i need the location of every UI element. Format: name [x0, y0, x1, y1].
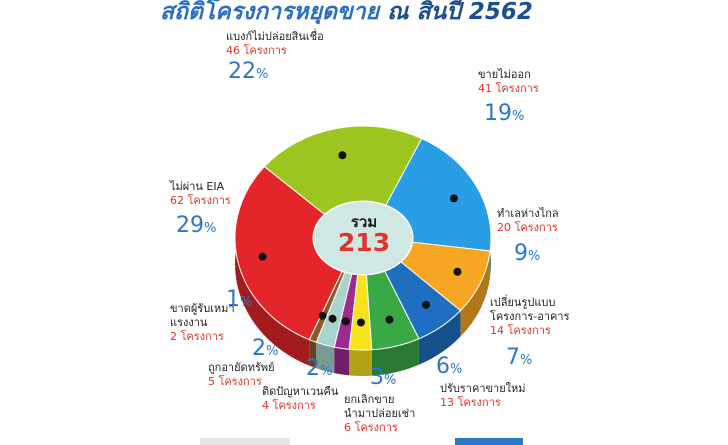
chart-title: สถิติโครงการหยุดขาย ณ สิ้นปี 2562: [160, 0, 620, 24]
label-reprice: ปรับราคาขายใหม่ 13 โครงการ: [440, 382, 526, 410]
label-count: 41 โครงการ: [478, 82, 539, 95]
label-text: ทำเลห่างไกล: [497, 207, 559, 220]
leader-dot-6: [341, 317, 350, 326]
label-expropriation: ติดปัญหาเวนคืน 4 โครงการ: [262, 385, 338, 413]
label-text-2: โครงการ-อาคาร: [490, 310, 570, 323]
label-bank-loan: แบงก์ไม่ปล่อยสินเชื่อ 46 โครงการ: [226, 30, 324, 58]
leader-dot-8: [318, 311, 327, 320]
pct-cancel-sale: 3%: [370, 365, 397, 390]
slice-side-7: [316, 342, 335, 374]
leader-dot-3: [422, 300, 431, 309]
label-text: ติดปัญหาเวนคืน: [262, 385, 339, 398]
slice-side-5: [349, 349, 372, 376]
label-text: เปลี่ยนรูปแบบ: [490, 296, 556, 309]
label-count: 5 โครงการ: [208, 375, 262, 388]
label-count: 2 โครงการ: [170, 330, 224, 343]
label-change-format: เปลี่ยนรูปแบบ โครงการ-อาคาร 14 โครงการ: [490, 296, 570, 338]
pct-expropriation: 2%: [306, 356, 333, 381]
label-text: ไม่ผ่าน EIA: [170, 180, 225, 193]
label-no-contractor: ขาดผู้รับเหมา แรงงาน 2 โครงการ: [170, 302, 235, 344]
leader-dot-2: [453, 267, 462, 276]
pct-reprice: 6%: [436, 354, 463, 379]
label-count: 46 โครงการ: [226, 44, 287, 57]
slice-0: [263, 125, 423, 216]
pct-remote-location: 9%: [514, 241, 541, 266]
label-count: 62 โครงการ: [170, 194, 231, 207]
footer-brand-bar: [455, 438, 523, 445]
label-asset-seized: ถูกอายัดทรัพย์ 5 โครงการ: [208, 361, 275, 389]
label-eia: ไม่ผ่าน EIA 62 โครงการ: [170, 180, 231, 208]
slice-side-3: [418, 310, 461, 365]
label-text-2: นำมาปล่อยเช่า: [344, 407, 416, 420]
leader-dot-5: [356, 318, 365, 327]
pct-asset-seized: 2%: [252, 336, 279, 361]
slice-side-6: [334, 347, 350, 376]
pct-change-format: 7%: [506, 345, 533, 370]
label-cancel-sale: ยกเลิกขาย นำมาปล่อยเช่า 6 โครงการ: [344, 393, 415, 435]
label-text-2: แรงงาน: [170, 316, 208, 329]
label-remote-location: ทำเลห่างไกล 20 โครงการ: [497, 207, 559, 235]
footer-source-bar: [200, 438, 290, 445]
title-main: สถิติโครงการหยุดขาย: [160, 0, 380, 24]
label-count: 14 โครงการ: [490, 324, 551, 337]
pct-cannot-sell: 19%: [484, 101, 525, 126]
label-text: ขาดผู้รับเหมา: [170, 302, 235, 315]
pct-no-contractor: 1%: [226, 287, 253, 312]
donut-slices: [234, 125, 492, 351]
total-value: 213: [337, 228, 391, 257]
slice-side-4: [371, 338, 419, 376]
label-text: ถูกอายัดทรัพย์: [208, 361, 275, 374]
leader-dot-1: [449, 194, 458, 203]
label-count: 4 โครงการ: [262, 399, 316, 412]
slice-side-9: [235, 166, 310, 366]
label-count: 13 โครงการ: [440, 396, 501, 409]
donut-center: [314, 202, 412, 274]
pct-bank-loan: 22%: [228, 59, 269, 84]
leader-dot-0: [338, 151, 347, 160]
total-label: รวม: [350, 213, 378, 231]
slice-9: [234, 165, 343, 341]
label-count: 20 โครงการ: [497, 221, 558, 234]
label-text: ขายไม่ออก: [478, 68, 531, 81]
label-text: ปรับราคาขายใหม่: [440, 382, 526, 395]
slice-side-8: [309, 339, 317, 369]
pct-eia: 29%: [176, 213, 217, 238]
slice-1: [385, 137, 492, 252]
leader-dot-9: [258, 252, 267, 261]
label-text: ยกเลิกขาย: [344, 393, 395, 406]
label-count: 6 โครงการ: [344, 421, 398, 434]
slice-side-2: [460, 250, 491, 337]
leader-dot-4: [385, 315, 394, 324]
label-text: แบงก์ไม่ปล่อยสินเชื่อ: [226, 30, 324, 43]
leader-dot-7: [328, 314, 337, 323]
leader-dots: [258, 151, 462, 327]
label-cannot-sell: ขายไม่ออก 41 โครงการ: [478, 68, 539, 96]
title-year: ณ สิ้นปี 2562: [387, 0, 533, 24]
